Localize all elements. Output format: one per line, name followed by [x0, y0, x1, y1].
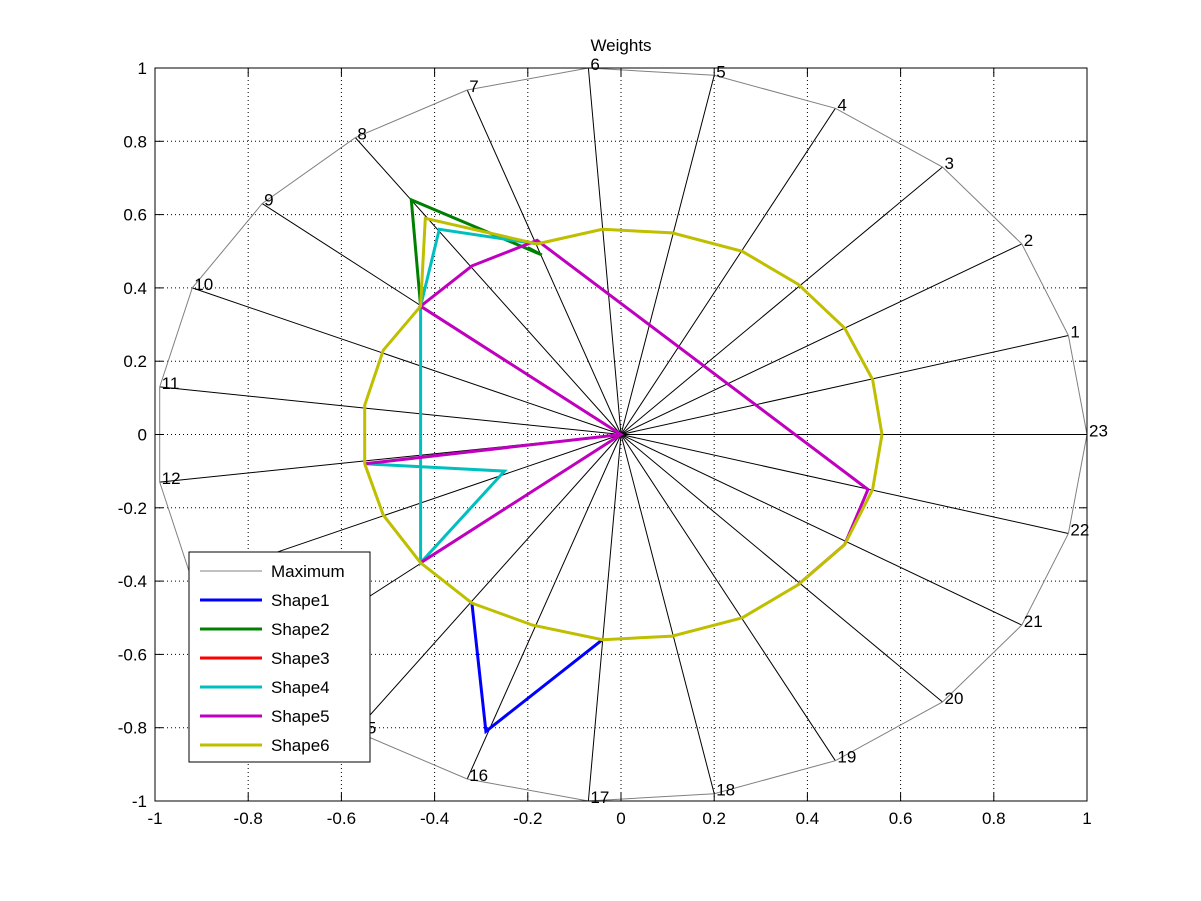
legend-label: Shape4	[271, 678, 330, 697]
spoke-label: 5	[716, 62, 725, 81]
spoke-line	[466, 89, 622, 435]
spoke-line	[620, 434, 1069, 534]
spoke-line	[620, 75, 715, 435]
legend-label: Shape6	[271, 736, 330, 755]
spoke-label: 8	[357, 125, 366, 144]
y-tick-label: 1	[138, 59, 147, 78]
x-tick-label: -0.2	[513, 809, 542, 828]
legend: Maximum Shape1 Shape2 Shape3 Shape4 Shape5 Sha…	[188, 551, 371, 763]
y-tick-label: -1	[132, 792, 147, 811]
spoke-label: 20	[945, 689, 964, 708]
x-tick-label: 0.8	[982, 809, 1006, 828]
series-line-shape1	[470, 602, 604, 735]
spoke-label: 7	[469, 77, 478, 96]
series-line-shape4	[364, 227, 538, 567]
spoke-line	[620, 335, 1069, 435]
spoke-line	[587, 434, 622, 802]
spoke-label: 9	[264, 191, 273, 210]
legend-label: Shape3	[271, 649, 330, 668]
spoke-line	[355, 434, 622, 732]
spoke-label: 4	[837, 95, 846, 114]
spoke-label: 23	[1089, 422, 1108, 441]
x-tick-label: -0.6	[327, 809, 356, 828]
spoke-line	[192, 287, 622, 435]
x-tick-label: -0.4	[420, 809, 449, 828]
legend-label: Shape1	[271, 591, 330, 610]
spoke-line	[620, 434, 943, 703]
spoke-label: 2	[1024, 231, 1033, 250]
y-tick-label: -0.2	[118, 499, 147, 518]
data-series	[159, 67, 1088, 802]
spoke-label: 11	[162, 374, 180, 393]
spoke-label: 12	[162, 469, 181, 488]
y-tick-label: -0.6	[118, 645, 147, 664]
spoke-label: 1	[1070, 323, 1079, 342]
y-tick-label: 0.2	[123, 352, 147, 371]
spoke-label: 17	[590, 788, 609, 807]
x-tick-label: 0.6	[889, 809, 913, 828]
legend-label: Shape2	[271, 620, 330, 639]
spoke-line	[355, 137, 622, 435]
spoke-line	[159, 386, 622, 435]
axis-ticks: -1 -0.8 -0.6 -0.4 -0.2 0 0.2 0.4 0.6 0.8 110.80.60…	[118, 59, 1092, 828]
series-line-maximum	[159, 67, 1088, 802]
spoke-line	[620, 434, 715, 794]
spoke-line	[587, 67, 622, 435]
y-tick-label: -0.8	[118, 719, 147, 738]
y-tick-label: 0.6	[123, 206, 147, 225]
spoke-line	[620, 243, 1022, 435]
spoke-label: 10	[194, 275, 213, 294]
series-line-shape6	[363, 216, 884, 642]
y-tick-label: -0.4	[118, 572, 147, 591]
spoke-line	[466, 434, 622, 780]
y-tick-label: 0	[138, 426, 147, 445]
series-line-shape2	[409, 197, 543, 307]
spoke-line	[620, 166, 943, 435]
spoke-line	[620, 434, 1022, 626]
spoke-label: 16	[469, 766, 488, 785]
spoke-label: 3	[945, 154, 954, 173]
x-tick-label: 0	[616, 809, 625, 828]
legend-label: Shape5	[271, 707, 330, 726]
y-tick-label: 0.4	[123, 279, 147, 298]
x-tick-label: -0.8	[234, 809, 263, 828]
spoke-label: 19	[837, 748, 856, 767]
spoke-label: 6	[590, 55, 599, 74]
x-tick-label: 1	[1082, 809, 1091, 828]
spoke-label: 18	[716, 781, 735, 800]
y-tick-label: 0.8	[123, 132, 147, 151]
spoke-line	[620, 108, 836, 435]
chart-title: Weights	[590, 36, 651, 55]
x-tick-label: 0.4	[796, 809, 820, 828]
x-tick-label: 0.2	[702, 809, 726, 828]
spoke-label: 22	[1070, 520, 1089, 539]
spoke-label: 21	[1024, 612, 1043, 631]
spoke-line	[620, 434, 836, 761]
x-tick-label: -1	[147, 809, 162, 828]
legend-label: Maximum	[271, 562, 345, 581]
